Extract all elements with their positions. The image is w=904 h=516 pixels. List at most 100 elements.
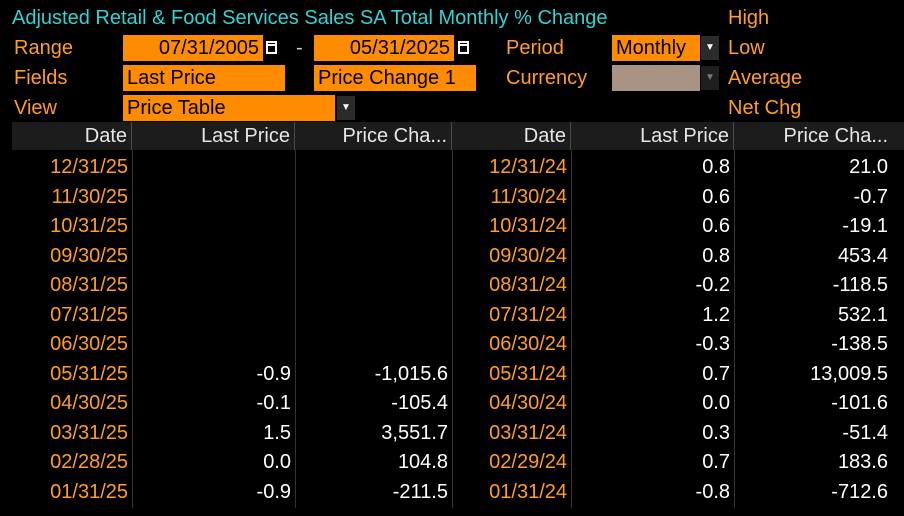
price-change-cell [295,211,452,241]
field-2-input[interactable]: Price Change 1 [314,65,476,91]
column-divider [295,150,296,508]
date-cell: 12/31/25 [50,156,128,178]
date-cell: 08/31/25 [50,274,128,296]
chevron-down-icon[interactable]: ▼ [337,96,355,120]
last-price-cell: -0.2 [695,274,730,296]
last-price-cell: 1.5 [263,421,291,444]
column-header-last-price[interactable]: Last Price [132,122,295,150]
price-change-cell: 104.8 [397,451,448,473]
date-cell: 07/31/24 [489,303,567,326]
page-title: Adjusted Retail & Food Services Sales SA… [12,7,608,29]
stat-average-label: Average [728,67,803,89]
price-change-cell: -19.1 [842,215,888,237]
stat-net-chg-label: Net Chg [728,97,802,119]
date-cell: 11/30/25 [51,185,128,208]
last-price-cell: 0.0 [702,392,730,414]
date-cell: 09/30/24 [489,244,567,267]
calendar-icon[interactable] [266,41,277,54]
last-price-cell [132,329,295,359]
date-cell: 04/30/24 [489,392,567,414]
date-cell: 02/28/25 [50,451,128,473]
column-divider [452,150,453,508]
column-header-date[interactable]: Date [12,122,132,150]
last-price-cell: -0.8 [695,480,730,503]
last-price-cell [132,300,295,330]
table-row[interactable]: 07/31/25 07/31/24 1.2 532.1 [12,300,904,330]
last-price-cell: 0.7 [702,451,730,473]
date-cell: 05/31/25 [50,362,128,385]
column-header-date[interactable]: Date [452,122,571,150]
price-change-cell: 532.1 [837,303,888,326]
last-price-cell: 1.2 [702,303,730,326]
table-row[interactable]: 06/30/25 06/30/24 -0.3 -138.5 [12,329,904,359]
table-row[interactable]: 03/31/25 1.5 3,551.7 03/31/24 0.3 -51.4 [12,418,904,448]
table-row[interactable]: 01/31/25 -0.9 -211.5 01/31/24 -0.8 -712.6 [12,477,904,507]
price-change-cell [295,152,452,182]
price-change-cell [295,182,452,212]
stat-low-label: Low [728,37,765,59]
date-cell: 07/31/25 [50,303,128,326]
range-separator: - [296,37,303,59]
price-change-cell: -211.5 [392,480,448,503]
table-row[interactable]: 05/31/25 -0.9 -1,015.6 05/31/24 0.7 13,009.5 [12,359,904,389]
currency-select[interactable] [612,65,700,91]
date-cell: 08/31/24 [489,274,567,296]
period-label: Period [506,37,564,59]
last-price-cell: 0.0 [263,451,291,473]
last-price-cell: -0.9 [256,362,291,385]
last-price-cell: 0.8 [702,156,730,178]
date-cell: 10/31/25 [50,215,128,237]
column-header-last-price[interactable]: Last Price [571,122,734,150]
date-cell: 11/30/24 [490,185,567,208]
range-start-input[interactable]: 07/31/2005 [123,35,263,61]
table-row[interactable]: 08/31/25 08/31/24 -0.2 -118.5 [12,270,904,300]
calendar-icon[interactable] [458,41,469,54]
column-header-price-change[interactable]: Price Cha... [295,122,452,150]
table-row[interactable]: 10/31/25 10/31/24 0.6 -19.1 [12,211,904,241]
chevron-down-icon[interactable]: ▼ [701,66,719,90]
price-change-cell: -118.5 [832,274,888,296]
date-cell: 05/31/24 [489,362,567,385]
range-label: Range [14,37,73,59]
table-row[interactable]: 04/30/25 -0.1 -105.4 04/30/24 0.0 -101.6 [12,388,904,418]
price-change-cell: 21.0 [849,156,888,178]
column-divider [571,150,572,508]
last-price-cell: 0.7 [702,362,730,385]
price-change-cell: 183.6 [837,451,888,473]
last-price-cell: 0.6 [702,215,730,237]
date-cell: 10/31/24 [489,215,567,237]
column-header-price-change[interactable]: Price Cha... [783,125,888,147]
chevron-down-icon[interactable]: ▼ [701,36,719,60]
date-cell: 09/30/25 [50,244,128,267]
last-price-cell [132,211,295,241]
table-row[interactable]: 09/30/25 09/30/24 0.8 453.4 [12,241,904,271]
stat-high-label: High [728,7,770,29]
price-change-cell: 13,009.5 [810,362,888,385]
date-cell: 06/30/25 [50,333,128,355]
price-change-cell: -0.7 [853,185,888,208]
period-select[interactable]: Monthly [612,35,700,61]
price-change-cell [295,241,452,271]
price-change-cell: -138.5 [831,333,888,355]
view-select[interactable]: Price Table [123,95,335,121]
date-cell: 01/31/24 [489,480,567,503]
table-row[interactable]: 11/30/25 11/30/24 0.6 -0.7 [12,182,904,212]
table-row[interactable]: 02/28/25 0.0 104.8 02/29/24 0.7 183.6 [12,447,904,477]
field-1-input[interactable]: Last Price [123,65,285,91]
price-change-cell: -105.4 [391,392,448,414]
last-price-cell: 0.8 [702,244,730,267]
price-change-cell: -101.6 [831,392,888,414]
last-price-cell: -0.3 [695,333,730,355]
price-change-cell [295,300,452,330]
date-cell: 02/29/24 [489,451,567,473]
last-price-cell: 0.3 [702,421,730,444]
table-row[interactable]: 12/31/25 12/31/24 0.8 21.0 [12,152,904,182]
last-price-cell [132,152,295,182]
price-change-cell [295,270,452,300]
date-cell: 01/31/25 [50,480,128,503]
last-price-cell: 0.6 [702,185,730,208]
price-change-cell: -1,015.6 [374,362,448,385]
fields-label: Fields [14,67,68,89]
range-end-input[interactable]: 05/31/2025 [314,35,454,61]
last-price-cell [132,182,295,212]
